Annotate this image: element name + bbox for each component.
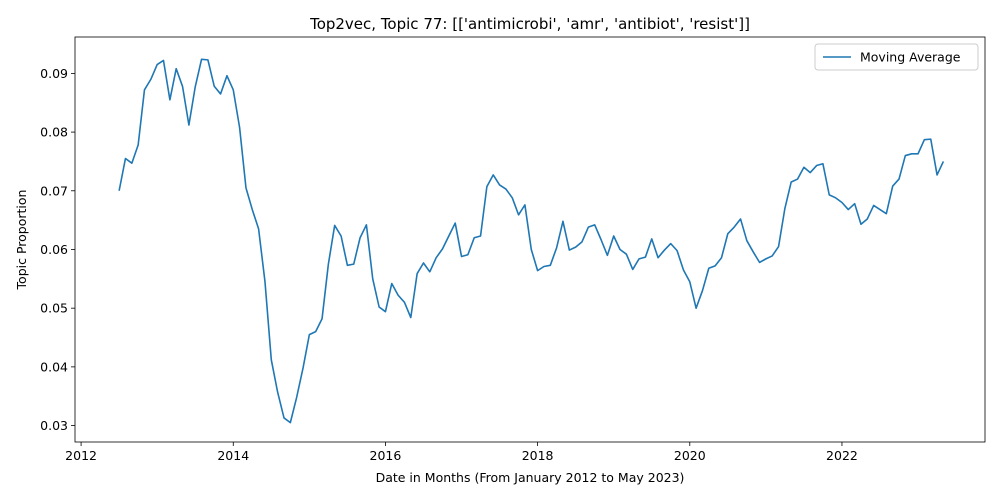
chart-title: Top2vec, Topic 77: [['antimicrobi', 'amr… [309, 15, 750, 33]
x-tick-label: 2020 [674, 448, 706, 463]
y-tick-label: 0.08 [40, 125, 68, 140]
y-tick-label: 0.07 [40, 183, 68, 198]
legend: Moving Average [814, 43, 979, 71]
series-layer [118, 58, 945, 424]
plot-frame [74, 36, 986, 443]
y-tick-label: 0.03 [40, 418, 68, 433]
y-tick-label: 0.09 [40, 66, 68, 81]
y-axis: 0.03 0.04 0.05 0.06 0.07 0.08 0.09 [40, 66, 75, 433]
y-tick-label: 0.05 [40, 301, 68, 316]
x-tick-label: 2012 [65, 448, 97, 463]
x-tick-label: 2014 [217, 448, 249, 463]
series-line-moving-average [118, 58, 945, 424]
legend-frame [814, 43, 979, 71]
x-tick-label: 2016 [370, 448, 402, 463]
x-axis: 2012 2014 2016 2018 2020 2022 [65, 442, 858, 463]
plot-area [74, 36, 986, 443]
y-tick-label: 0.04 [40, 359, 68, 374]
y-tick-label: 0.06 [40, 242, 68, 257]
x-axis-title: Date in Months (From January 2012 to May… [376, 470, 685, 485]
legend-label: Moving Average [860, 50, 961, 65]
y-axis-title: Topic Proportion [14, 190, 29, 291]
x-tick-label: 2022 [826, 448, 858, 463]
x-tick-label: 2018 [522, 448, 554, 463]
